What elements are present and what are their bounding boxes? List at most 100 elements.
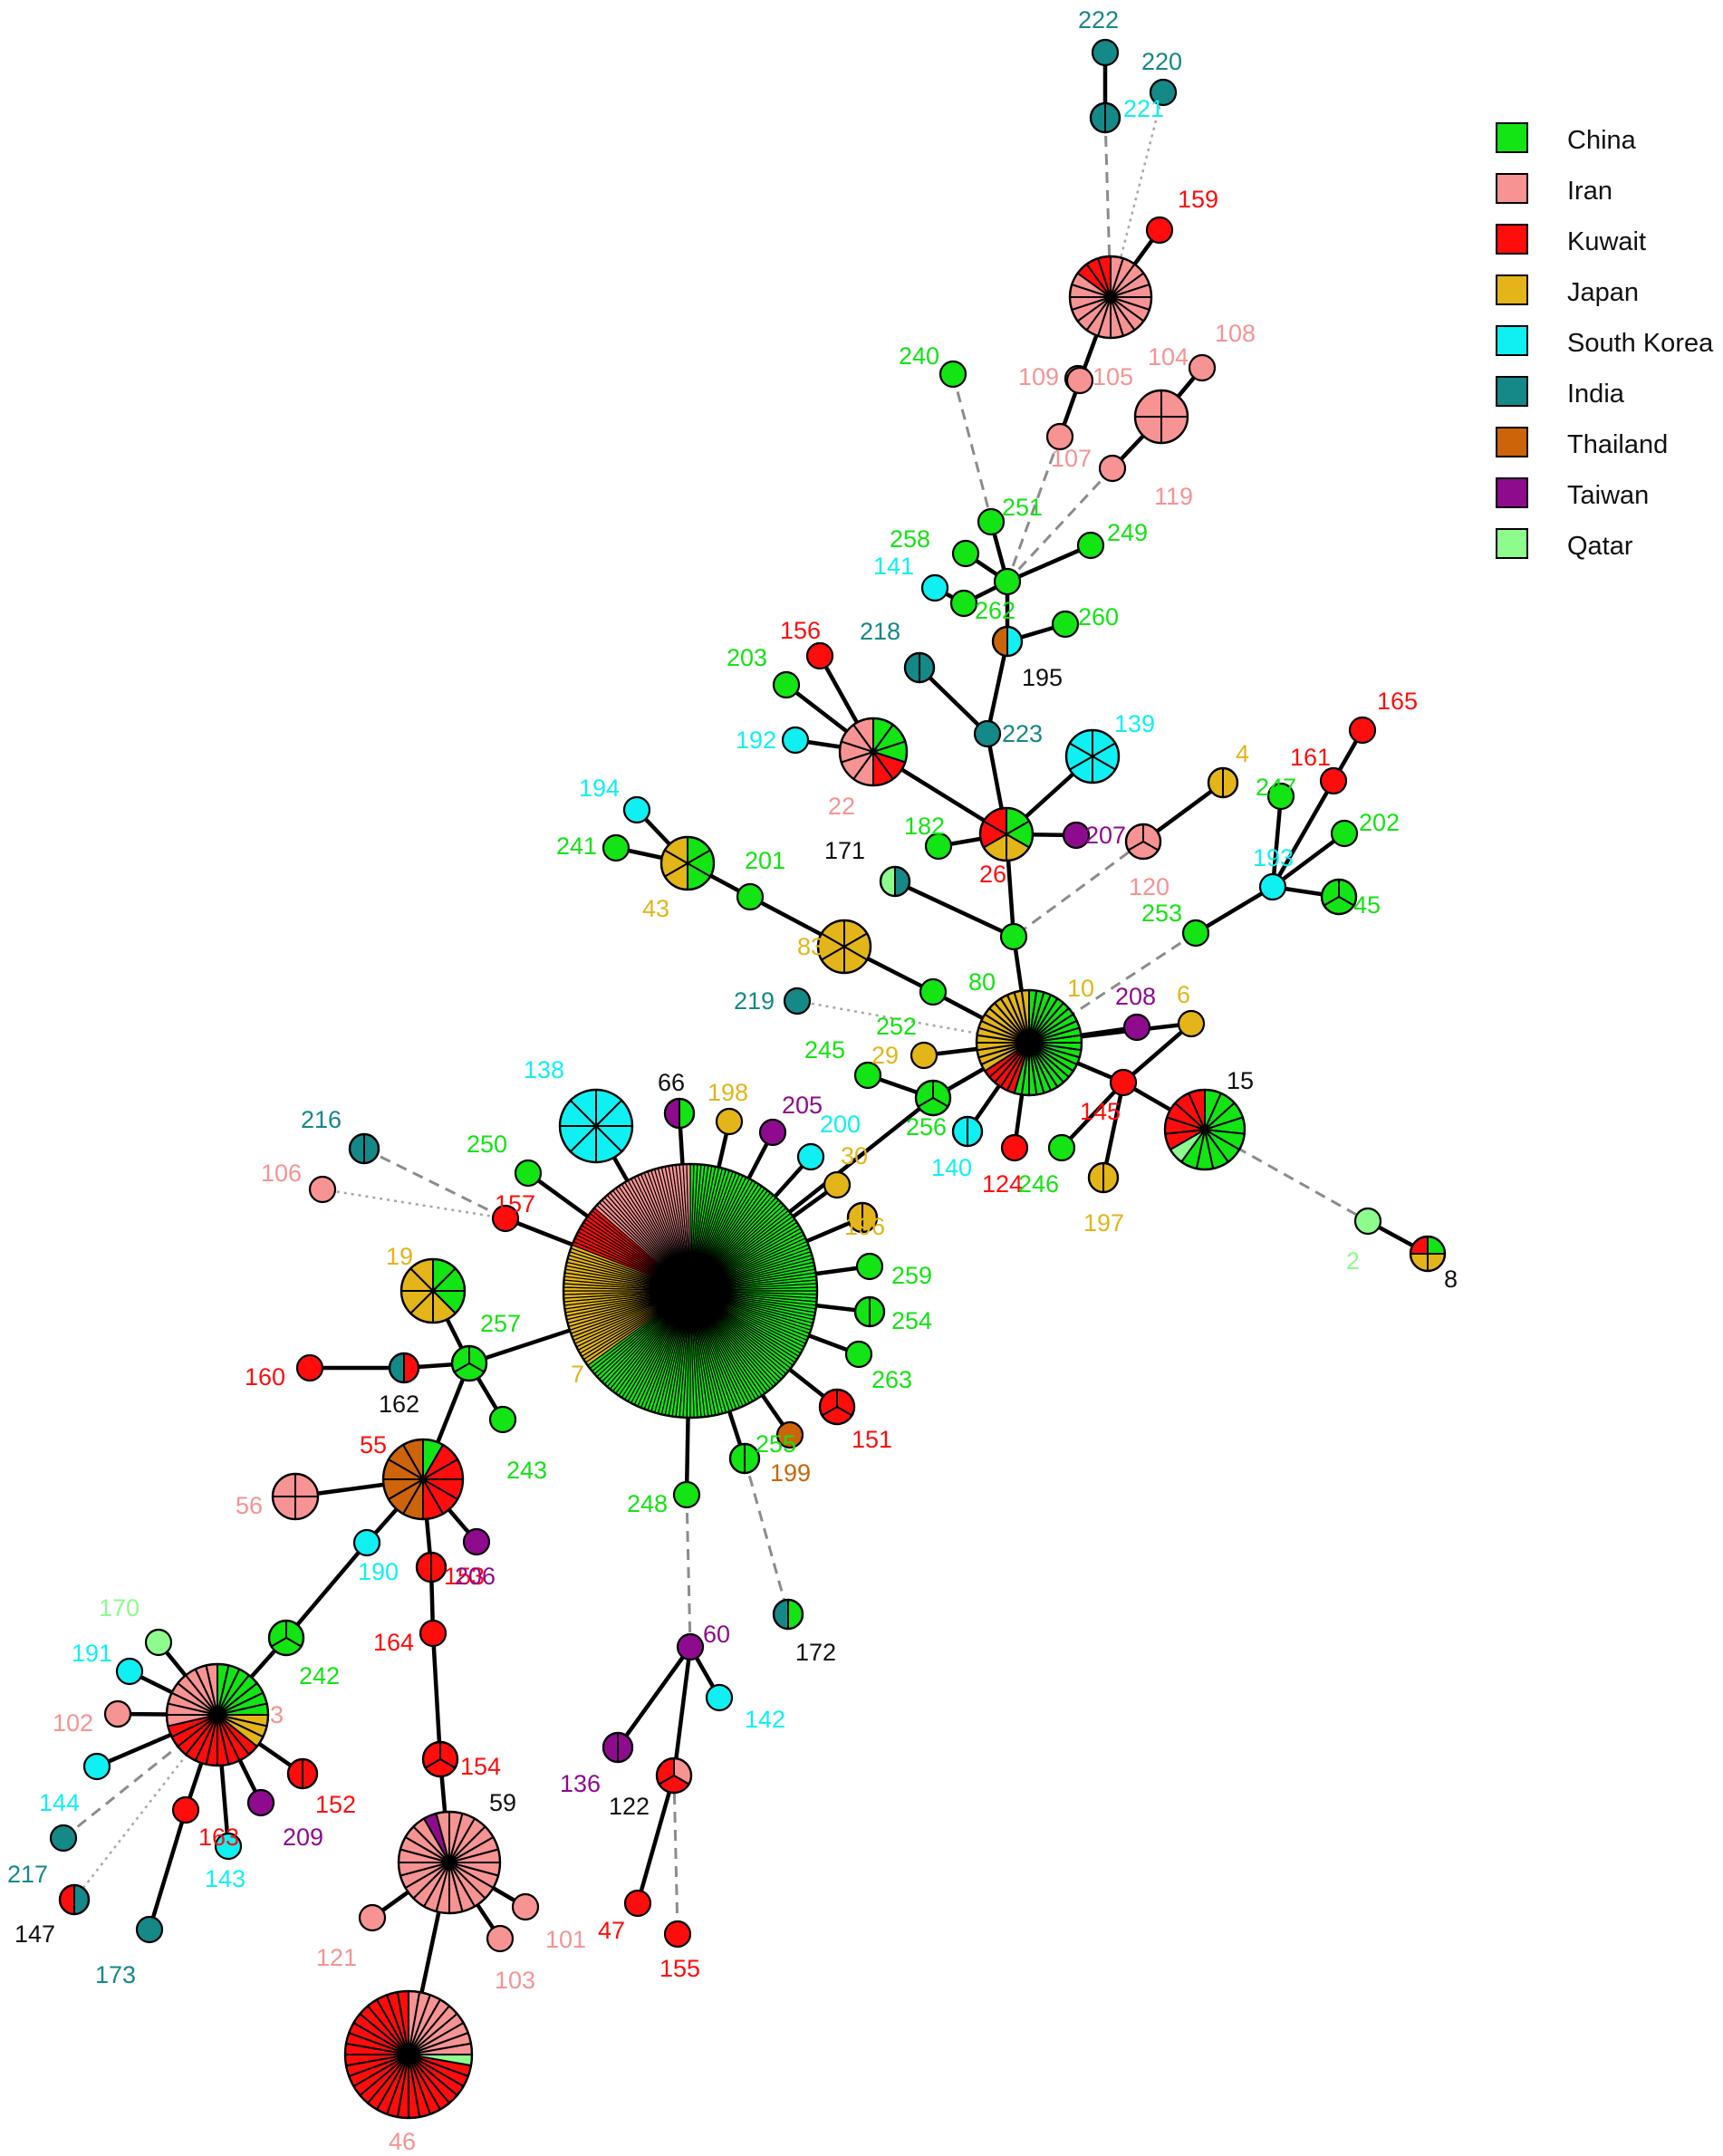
node-26[interactable] (978, 806, 1035, 862)
node-145[interactable] (1109, 1068, 1138, 1097)
node-45[interactable] (1320, 878, 1358, 916)
node-140[interactable] (951, 1115, 984, 1148)
node-209[interactable] (246, 1788, 275, 1817)
node-246[interactable] (1047, 1133, 1076, 1162)
node-101[interactable] (511, 1892, 540, 1921)
node-8[interactable] (1409, 1235, 1447, 1273)
node-108[interactable] (1188, 353, 1217, 382)
node-172[interactable] (772, 1598, 804, 1631)
node-258[interactable] (951, 539, 980, 568)
node-257[interactable] (450, 1344, 488, 1382)
node-6[interactable] (1177, 1009, 1206, 1038)
node-138[interactable] (558, 1088, 634, 1164)
node-147[interactable] (58, 1883, 91, 1916)
node-247[interactable] (1266, 782, 1295, 811)
node-60[interactable] (676, 1632, 705, 1661)
node-193[interactable] (1258, 872, 1287, 901)
node-206[interactable] (462, 1527, 491, 1556)
node-255[interactable] (728, 1442, 761, 1475)
node-162[interactable] (388, 1352, 420, 1384)
node-259[interactable] (855, 1252, 884, 1281)
node-165[interactable] (1348, 716, 1377, 745)
node-242[interactable] (267, 1619, 305, 1657)
node-155[interactable] (663, 1920, 692, 1949)
node-250[interactable] (514, 1159, 543, 1188)
node-15[interactable] (1163, 1088, 1247, 1171)
node-136[interactable] (602, 1731, 634, 1764)
node-170[interactable] (144, 1628, 173, 1657)
node-252[interactable] (919, 977, 948, 1006)
node-262[interactable] (949, 589, 978, 618)
node-30[interactable] (823, 1170, 852, 1199)
node-245[interactable] (853, 1061, 882, 1090)
node-253[interactable] (1181, 919, 1210, 948)
node-105[interactable] (1065, 366, 1094, 395)
node-199[interactable] (775, 1420, 804, 1449)
node-249[interactable] (1076, 531, 1105, 560)
node-190[interactable] (352, 1528, 381, 1557)
node-2[interactable] (1353, 1207, 1382, 1236)
node-151[interactable] (818, 1388, 856, 1426)
node-119s[interactable] (1098, 454, 1127, 483)
node-141[interactable] (920, 573, 949, 602)
node-103[interactable] (486, 1924, 515, 1953)
node-218[interactable] (903, 651, 936, 684)
node-3[interactable] (165, 1662, 270, 1767)
node-56[interactable] (271, 1472, 320, 1521)
node-223[interactable] (973, 719, 1002, 748)
node-251[interactable] (977, 507, 1006, 536)
node-219[interactable] (783, 987, 812, 1015)
node-216[interactable] (348, 1132, 380, 1165)
node-241[interactable] (602, 833, 630, 862)
node-240[interactable] (939, 360, 967, 389)
node-263[interactable] (844, 1340, 873, 1369)
node-256[interactable] (914, 1079, 952, 1117)
node-121[interactable] (358, 1903, 387, 1932)
node-202[interactable] (1330, 819, 1359, 848)
node-hub262[interactable] (993, 567, 1022, 596)
node-43[interactable] (659, 835, 716, 891)
node-143[interactable] (214, 1832, 243, 1861)
node-201[interactable] (736, 882, 765, 911)
node-205[interactable] (758, 1118, 787, 1147)
node-7[interactable] (562, 1162, 819, 1420)
node-163[interactable] (171, 1795, 200, 1824)
node-220[interactable] (1149, 78, 1178, 107)
node-161[interactable] (1319, 766, 1348, 795)
node-104[interactable] (1068, 255, 1153, 340)
node-124[interactable] (1000, 1133, 1029, 1162)
node-248[interactable] (672, 1480, 701, 1509)
node-159[interactable] (1145, 216, 1174, 245)
node-207[interactable] (1062, 821, 1091, 850)
node-217[interactable] (49, 1824, 78, 1853)
node-144[interactable] (82, 1752, 111, 1781)
node-19[interactable] (399, 1257, 467, 1324)
node-119[interactable] (1133, 389, 1189, 445)
node-203[interactable] (772, 670, 801, 699)
node-196[interactable] (846, 1201, 879, 1234)
node-208[interactable] (1122, 1013, 1151, 1042)
node-66[interactable] (663, 1097, 696, 1130)
node-10[interactable] (975, 988, 1083, 1097)
node-122[interactable] (655, 1757, 693, 1795)
node-153[interactable] (415, 1551, 448, 1583)
node-221[interactable] (1089, 101, 1121, 134)
node-83[interactable] (816, 919, 872, 975)
node-139[interactable] (1064, 728, 1121, 784)
node-260[interactable] (1051, 610, 1080, 639)
node-107[interactable] (1045, 422, 1074, 451)
node-195[interactable] (991, 625, 1024, 658)
node-198[interactable] (715, 1107, 744, 1136)
node-254[interactable] (853, 1295, 886, 1328)
node-197[interactable] (1087, 1161, 1120, 1194)
node-120[interactable] (1124, 823, 1162, 861)
node-194[interactable] (622, 795, 651, 824)
node-164[interactable] (419, 1619, 448, 1648)
node-192[interactable] (781, 726, 810, 755)
node-243[interactable] (488, 1405, 517, 1434)
node-22[interactable] (838, 717, 909, 787)
node-152[interactable] (286, 1757, 319, 1790)
node-157[interactable] (491, 1204, 520, 1233)
node-47[interactable] (623, 1889, 652, 1918)
node-80[interactable] (999, 922, 1028, 951)
